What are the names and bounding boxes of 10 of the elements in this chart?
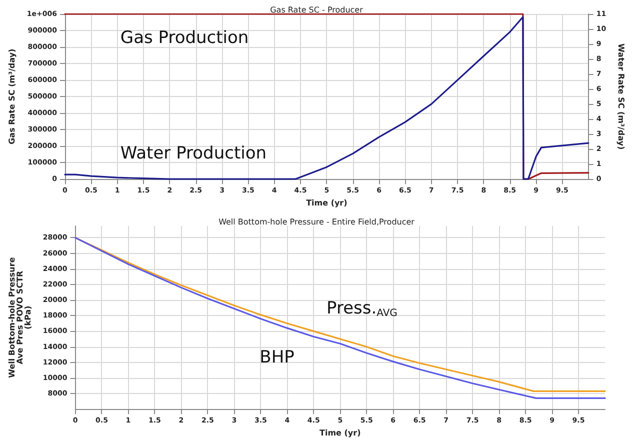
chart-title: Gas Rate SC - Producer (270, 6, 364, 14)
annotation: BHP (260, 348, 294, 368)
chart-title: Well Bottom-hole Pressure - Entire Field,Producer (218, 218, 416, 226)
x-axis-title: Time (yr) (320, 428, 361, 438)
y-axis-title: Gas Rate SC (m³/day) (8, 48, 16, 144)
annotation: Gas Production (120, 28, 249, 48)
x-axis-title: Time (yr) (306, 198, 348, 208)
y-axis-title: Well Bottom-hole Pressure Ave Pres POVO SCTR (kPa) (8, 256, 32, 378)
annotation: Water Production (120, 143, 267, 164)
y2-axis-title: Water Rate SC (m³/day) (616, 43, 626, 150)
